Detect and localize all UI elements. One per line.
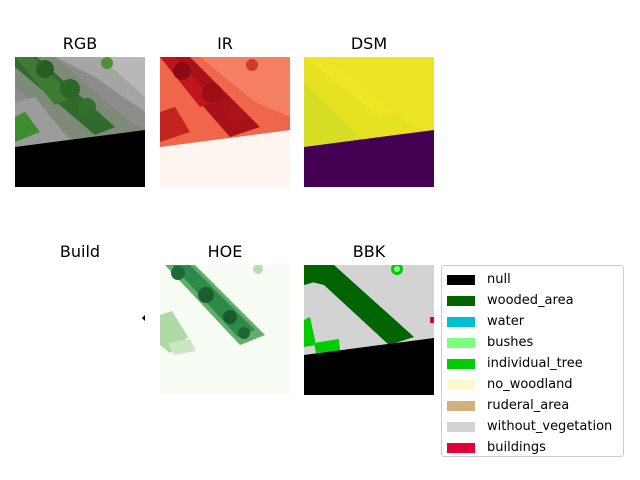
legend-item: bushes: [447, 332, 533, 353]
legend-swatch: [447, 316, 475, 327]
rgb-image-tile: [15, 57, 145, 187]
legend-item: individual_tree: [447, 353, 583, 374]
legend-label: individual_tree: [487, 356, 583, 371]
legend-item: no_woodland: [447, 374, 573, 395]
legend-label: water: [487, 314, 525, 329]
dsm-panel-title: DSM: [350, 34, 388, 53]
legend-label: wooded_area: [487, 293, 574, 308]
legend-item: ruderal_area: [447, 395, 569, 416]
legend-swatch: [447, 274, 475, 285]
hoe-image-tile: [160, 265, 290, 395]
legend-swatch: [447, 379, 475, 390]
hoe-panel-title: HOE: [207, 242, 243, 261]
bbk-image-tile: [304, 265, 434, 395]
bbk-panel-title: BBK: [352, 242, 386, 261]
legend-label: bushes: [487, 335, 534, 350]
build-image-tile: [15, 265, 145, 395]
legend-label: without_vegetation: [487, 419, 613, 434]
ir-image-tile: [160, 57, 290, 187]
legend-item: buildings: [447, 437, 546, 458]
legend-swatch: [447, 442, 475, 453]
dsm-image-tile: [304, 57, 434, 187]
bbk-label-map: [304, 265, 434, 395]
legend-label: ruderal_area: [487, 398, 570, 413]
legend-item: null: [447, 269, 511, 290]
legend-item: without_vegetation: [447, 416, 612, 437]
legend-swatch: [447, 358, 475, 369]
legend-label: null: [487, 272, 511, 287]
ir-panel-title: IR: [217, 34, 233, 53]
legend-label: buildings: [487, 440, 546, 455]
build-marker: [142, 315, 145, 321]
hoe-image: [160, 265, 290, 395]
rgb-panel-title: RGB: [62, 34, 98, 53]
legend-swatch: [447, 400, 475, 411]
build-panel-title: Build: [59, 242, 101, 261]
legend-swatch: [447, 295, 475, 306]
ir-image: [160, 57, 290, 187]
dsm-image: [304, 57, 434, 187]
legend-swatch: [447, 421, 475, 432]
legend-label: no_woodland: [487, 377, 573, 392]
legend-item: water: [447, 311, 524, 332]
rgb-aerial-image: [15, 57, 145, 187]
legend-item: wooded_area: [447, 290, 574, 311]
legend-swatch: [447, 337, 475, 348]
